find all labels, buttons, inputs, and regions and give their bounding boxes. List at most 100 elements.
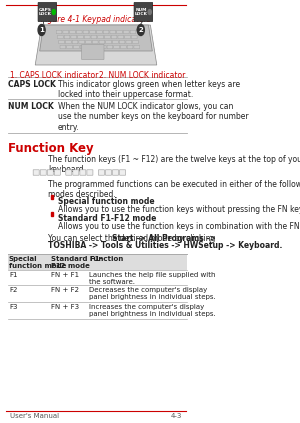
FancyBboxPatch shape (134, 45, 140, 49)
Text: CAPS
LOCK: CAPS LOCK (39, 8, 52, 16)
Bar (51, 195, 53, 198)
Text: This indicator glows green when letter keys are
locked into their uppercase form: This indicator glows green when letter k… (58, 80, 240, 99)
Text: NUM
LOCK: NUM LOCK (135, 8, 148, 16)
Text: The programmed functions can be executed in either of the following two
modes de: The programmed functions can be executed… (48, 180, 300, 199)
Text: FN + F2: FN + F2 (51, 287, 79, 293)
FancyBboxPatch shape (33, 170, 39, 175)
Text: Increases the computer's display
panel brightness in individual steps.: Increases the computer's display panel b… (89, 304, 216, 317)
Text: F3: F3 (9, 304, 17, 310)
FancyBboxPatch shape (91, 35, 97, 38)
FancyBboxPatch shape (87, 170, 93, 175)
FancyBboxPatch shape (38, 3, 57, 22)
Text: CAPS LOCK: CAPS LOCK (8, 80, 56, 89)
FancyBboxPatch shape (79, 40, 85, 44)
Text: 2: 2 (138, 27, 143, 33)
Text: 1. CAPS LOCK indicator: 1. CAPS LOCK indicator (10, 71, 98, 80)
FancyBboxPatch shape (106, 170, 112, 175)
FancyBboxPatch shape (100, 45, 106, 49)
FancyBboxPatch shape (60, 45, 66, 49)
Text: F1: F1 (9, 272, 17, 278)
Bar (51, 212, 53, 215)
FancyBboxPatch shape (64, 35, 70, 38)
FancyBboxPatch shape (125, 35, 130, 38)
FancyBboxPatch shape (131, 35, 137, 38)
FancyBboxPatch shape (112, 40, 118, 44)
FancyBboxPatch shape (82, 44, 104, 60)
Text: Allows you to use the function keys in combination with the FN key.: Allows you to use the function keys in c… (58, 222, 300, 231)
FancyBboxPatch shape (123, 30, 129, 34)
Text: Function Key: Function Key (8, 142, 93, 155)
FancyBboxPatch shape (74, 45, 79, 49)
Text: Start -> All Programs ->: Start -> All Programs -> (112, 234, 216, 243)
FancyBboxPatch shape (65, 40, 71, 44)
Text: Figure 4-1 Keypad indicators: Figure 4-1 Keypad indicators (41, 15, 151, 24)
FancyBboxPatch shape (58, 35, 63, 38)
FancyBboxPatch shape (127, 45, 133, 49)
FancyBboxPatch shape (67, 45, 72, 49)
FancyBboxPatch shape (84, 35, 90, 38)
Polygon shape (40, 25, 152, 51)
Text: FN + F3: FN + F3 (51, 304, 79, 310)
FancyBboxPatch shape (85, 40, 91, 44)
Text: NUM LOCK: NUM LOCK (8, 102, 53, 111)
FancyBboxPatch shape (47, 170, 53, 175)
FancyBboxPatch shape (80, 170, 86, 175)
FancyBboxPatch shape (87, 45, 93, 49)
FancyBboxPatch shape (112, 170, 118, 175)
FancyBboxPatch shape (119, 40, 125, 44)
Circle shape (148, 9, 152, 14)
Text: Special function mode: Special function mode (58, 197, 154, 206)
Text: 1: 1 (39, 27, 44, 33)
FancyBboxPatch shape (94, 45, 99, 49)
Text: Allows you to use the function keys without pressing the FN key.: Allows you to use the function keys with… (58, 205, 300, 214)
FancyBboxPatch shape (121, 45, 126, 49)
FancyBboxPatch shape (133, 40, 138, 44)
Text: Standard F1-F12 mode: Standard F1-F12 mode (58, 214, 156, 223)
FancyBboxPatch shape (63, 30, 69, 34)
FancyBboxPatch shape (56, 30, 62, 34)
Text: The function keys (F1 ~ F12) are the twelve keys at the top of your
keyboard.: The function keys (F1 ~ F12) are the twe… (48, 155, 300, 174)
Text: You can select the desired mode by clicking: You can select the desired mode by click… (48, 234, 218, 243)
FancyBboxPatch shape (80, 45, 86, 49)
FancyBboxPatch shape (114, 45, 119, 49)
Text: TOSHIBA -> Tools & Utilities -> HWSetup -> Keyboard.: TOSHIBA -> Tools & Utilities -> HWSetup … (48, 241, 282, 250)
FancyBboxPatch shape (110, 30, 116, 34)
FancyBboxPatch shape (106, 40, 112, 44)
Text: F2: F2 (9, 287, 17, 293)
FancyBboxPatch shape (130, 30, 136, 34)
Text: Launches the help file supplied with
the software.: Launches the help file supplied with the… (89, 272, 215, 285)
FancyBboxPatch shape (118, 35, 124, 38)
Bar (8, 254, 187, 270)
Text: User's Manual: User's Manual (10, 413, 59, 419)
FancyBboxPatch shape (90, 30, 95, 34)
Text: 2. NUM LOCK indicator: 2. NUM LOCK indicator (99, 71, 186, 80)
FancyBboxPatch shape (126, 40, 132, 44)
Text: Standard F1-
F12 mode: Standard F1- F12 mode (51, 256, 102, 269)
Circle shape (52, 9, 56, 14)
Polygon shape (35, 25, 157, 65)
FancyBboxPatch shape (76, 30, 82, 34)
FancyBboxPatch shape (111, 35, 117, 38)
Text: When the NUM LOCK indicator glows, you can
use the number keys on the keyboard f: When the NUM LOCK indicator glows, you c… (58, 102, 248, 132)
FancyBboxPatch shape (73, 170, 79, 175)
Circle shape (137, 25, 144, 36)
FancyBboxPatch shape (120, 170, 126, 175)
FancyBboxPatch shape (98, 35, 103, 38)
FancyBboxPatch shape (54, 170, 60, 175)
FancyBboxPatch shape (117, 30, 122, 34)
FancyBboxPatch shape (72, 40, 78, 44)
FancyBboxPatch shape (83, 30, 89, 34)
FancyBboxPatch shape (40, 170, 46, 175)
FancyBboxPatch shape (107, 45, 113, 49)
Circle shape (38, 25, 45, 36)
FancyBboxPatch shape (97, 30, 102, 34)
Text: Special
function mode: Special function mode (9, 256, 67, 269)
FancyBboxPatch shape (70, 30, 75, 34)
FancyBboxPatch shape (103, 30, 109, 34)
FancyBboxPatch shape (59, 40, 64, 44)
FancyBboxPatch shape (98, 170, 104, 175)
Text: Decreases the computer's display
panel brightness in individual steps.: Decreases the computer's display panel b… (89, 287, 216, 300)
Text: Function: Function (89, 256, 123, 262)
FancyBboxPatch shape (66, 170, 72, 175)
FancyBboxPatch shape (134, 3, 153, 22)
